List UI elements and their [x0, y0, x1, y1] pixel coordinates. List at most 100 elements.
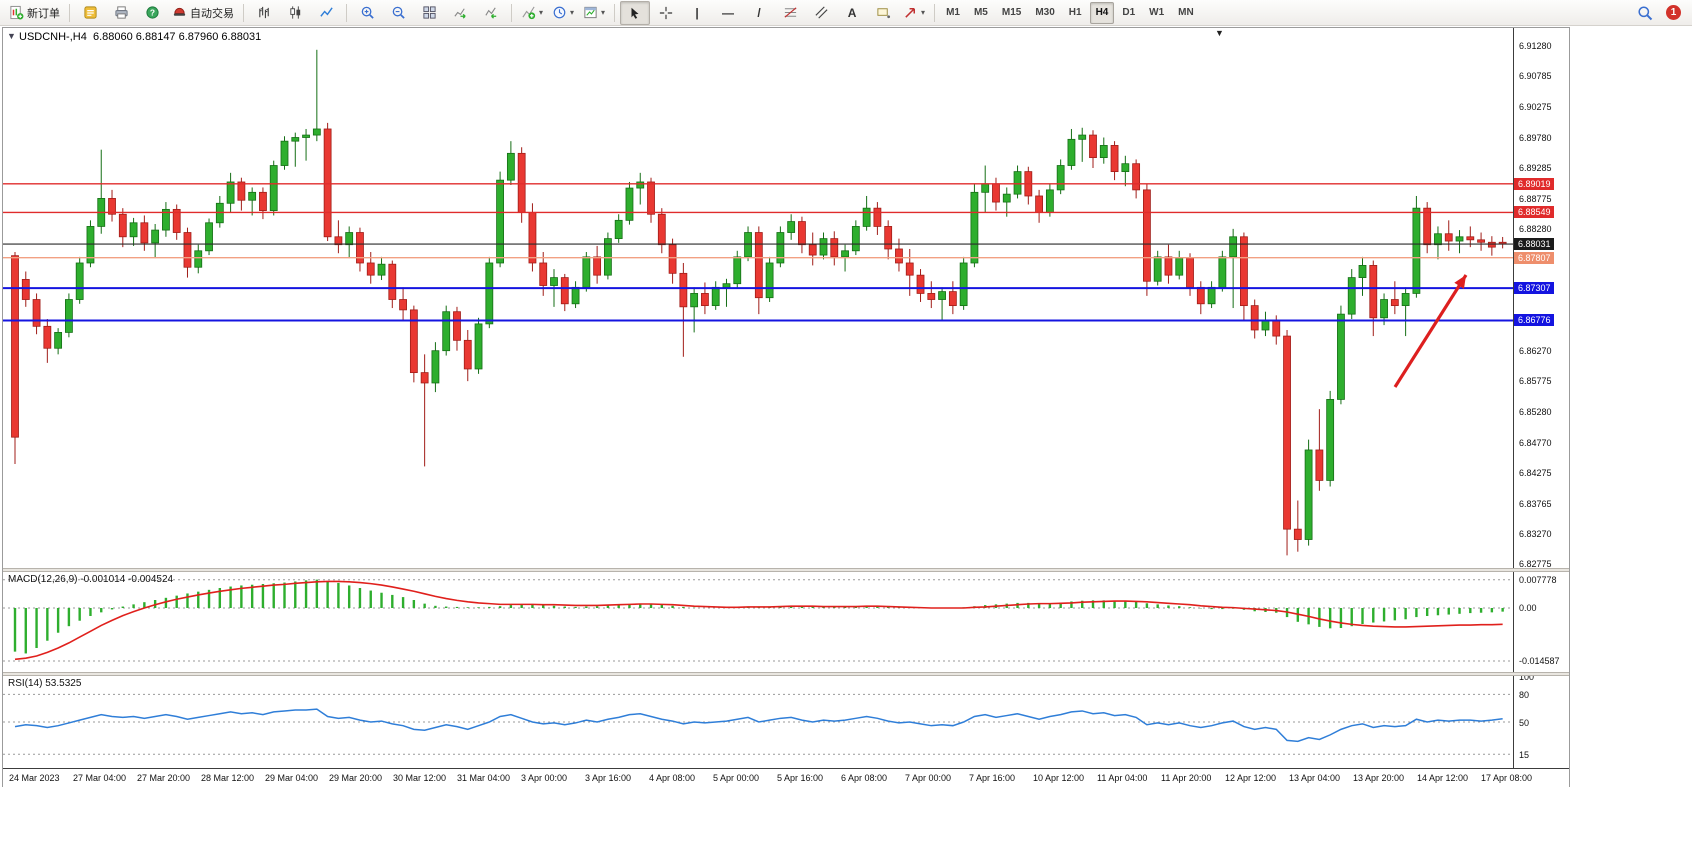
metaeditor-icon [83, 5, 98, 20]
text-icon: A [847, 5, 857, 20]
fibonacci-tool-button[interactable] [775, 1, 805, 25]
rsi-name: RSI(14) [8, 678, 43, 689]
price-axis-label: 6.84770 [1519, 437, 1552, 448]
time-axis-label: 4 Apr 08:00 [649, 773, 696, 783]
search-icon [1637, 5, 1653, 21]
symbol-timeframe: USDCNH-,H4 [19, 31, 87, 43]
auto-scroll-button[interactable] [445, 1, 475, 25]
timeframe-button-W1[interactable]: W1 [1149, 7, 1165, 18]
timeframe-button-H1[interactable]: H1 [1068, 7, 1082, 18]
trendline-tool-button[interactable]: / [744, 1, 774, 25]
timeframe-button-D1[interactable]: D1 [1122, 7, 1136, 18]
price-tag: 6.89019 [1514, 177, 1554, 190]
shapes-tool-button[interactable]: ▾ [899, 1, 929, 25]
price-axis-label: 6.85280 [1519, 406, 1552, 417]
price-axis-label: 6.91280 [1519, 41, 1552, 52]
time-axis-label: 3 Apr 00:00 [521, 773, 568, 783]
templates-button[interactable]: ▾ [579, 1, 609, 25]
price-tag: 6.87307 [1514, 282, 1554, 295]
main-chart-area[interactable]: ▼ USDCNH-,H4 6.88060 6.88147 6.87960 6.8… [3, 28, 1513, 568]
time-axis-label: 13 Apr 20:00 [1353, 773, 1405, 783]
panel-splitter[interactable] [3, 568, 1569, 572]
indicators-icon [521, 5, 536, 20]
chart-shift-button[interactable] [476, 1, 506, 25]
price-axis-label: 6.83270 [1519, 529, 1552, 540]
time-axis-label: 12 Apr 12:00 [1225, 773, 1277, 783]
price-tag: 6.87807 [1514, 251, 1554, 264]
time-axis-label: 5 Apr 00:00 [713, 773, 760, 783]
price-axis-label: 6.88775 [1519, 193, 1552, 204]
tile-windows-button[interactable] [414, 1, 444, 25]
timeframe-button-M30[interactable]: M30 [1035, 7, 1055, 18]
help-icon: ? [145, 5, 160, 20]
price-axis-label: 6.90785 [1519, 71, 1552, 82]
time-axis-label: 11 Apr 04:00 [1097, 773, 1148, 783]
rsi-axis-label: 15 [1519, 750, 1530, 761]
templates-icon [583, 5, 598, 20]
price-axis-label: 6.90275 [1519, 102, 1552, 113]
caret-down-icon: ▾ [921, 7, 926, 17]
text-label-tool-button[interactable] [868, 1, 898, 25]
time-axis-label: 7 Apr 16:00 [969, 773, 1016, 783]
timeframe-button-MN[interactable]: MN [1178, 7, 1194, 18]
cursor-tool-button[interactable] [620, 0, 651, 25]
price-tag: 6.86776 [1514, 314, 1554, 327]
price-axis-label: 6.83765 [1519, 498, 1552, 509]
candlestick-chart[interactable] [3, 28, 1513, 568]
panel-splitter[interactable] [3, 672, 1569, 676]
crosshair-tool-button[interactable] [651, 1, 681, 25]
channel-tool-button[interactable] [806, 1, 836, 25]
price-tag: 6.88549 [1514, 206, 1554, 219]
price-axis-label: 6.89285 [1519, 162, 1552, 173]
macd-name: MACD(12,26,9) [8, 574, 78, 585]
line-chart-mode-button[interactable] [311, 1, 341, 25]
timeframe-button-M1[interactable]: M1 [946, 7, 960, 18]
price-axis-label: 6.86270 [1519, 346, 1552, 357]
main-toolbar: 新订单 ? 自动交易 [0, 0, 1692, 26]
price-axis-label: 6.89780 [1519, 132, 1552, 143]
rsi-panel[interactable]: RSI(14) 53.5325 [3, 676, 1513, 768]
rsi-axis-label: 50 [1519, 718, 1530, 728]
macd-values: -0.001014 -0.004524 [80, 574, 174, 585]
time-axis-label: 5 Apr 16:00 [777, 773, 824, 783]
rsi-label: RSI(14) 53.5325 [8, 678, 81, 689]
svg-text:?: ? [149, 8, 154, 18]
periods-button[interactable]: ▾ [548, 1, 578, 25]
horizontal-line-tool-button[interactable]: — [713, 1, 743, 25]
bar-chart-mode-button[interactable] [249, 1, 279, 25]
help-button[interactable]: ? [137, 1, 167, 25]
vertical-line-tool-button[interactable]: | [682, 1, 712, 25]
price-axis[interactable]: 6.91280 6.90785 6.90275 6.89780 6.89285 6.887… [1513, 28, 1569, 768]
time-axis-label: 10 Apr 12:00 [1033, 773, 1085, 783]
vertical-line-icon: | [695, 5, 699, 20]
timeframe-button-H4[interactable]: H4 [1089, 1, 1115, 24]
zoom-out-button[interactable] [383, 1, 413, 25]
channel-icon [814, 5, 829, 20]
metaeditor-button[interactable] [75, 1, 105, 25]
chart-shift-icon [484, 5, 499, 20]
time-axis[interactable]: 24 Mar 2023 27 Mar 04:00 27 Mar 20:00 28 Ma… [3, 768, 1569, 787]
candlestick-mode-button[interactable] [280, 1, 310, 25]
text-tool-button[interactable]: A [837, 1, 867, 25]
macd-label: MACD(12,26,9) -0.001014 -0.004524 [8, 574, 173, 585]
rsi-value: 53.5325 [45, 678, 82, 689]
toolbar-separator [934, 3, 936, 22]
timeframe-button-M5[interactable]: M5 [973, 7, 988, 18]
macd-axis-label: 0.007778 [1519, 574, 1557, 585]
price-axis-label: 6.85775 [1519, 376, 1552, 387]
time-axis-label: 28 Mar 12:00 [201, 773, 255, 783]
notification-badge[interactable]: 1 [1666, 5, 1681, 20]
one-click-trading-toggle[interactable]: ▼ [7, 31, 16, 41]
autotrading-button[interactable]: 自动交易 [168, 1, 238, 25]
rsi-axis-label: 100 [1519, 672, 1535, 682]
search-button[interactable] [1630, 1, 1660, 25]
indicators-button[interactable]: ▾ [517, 1, 547, 25]
chart-symbol-label: USDCNH-,H4 6.88060 6.88147 6.87960 6.880… [19, 31, 261, 43]
macd-panel[interactable]: MACD(12,26,9) -0.001014 -0.004524 [3, 572, 1513, 672]
zoom-in-button[interactable] [352, 1, 382, 25]
print-button[interactable] [106, 1, 136, 25]
time-axis-label: 6 Apr 08:00 [841, 773, 888, 783]
timeframe-button-M15[interactable]: M15 [1001, 7, 1022, 18]
new-order-button[interactable]: 新订单 [5, 1, 64, 25]
